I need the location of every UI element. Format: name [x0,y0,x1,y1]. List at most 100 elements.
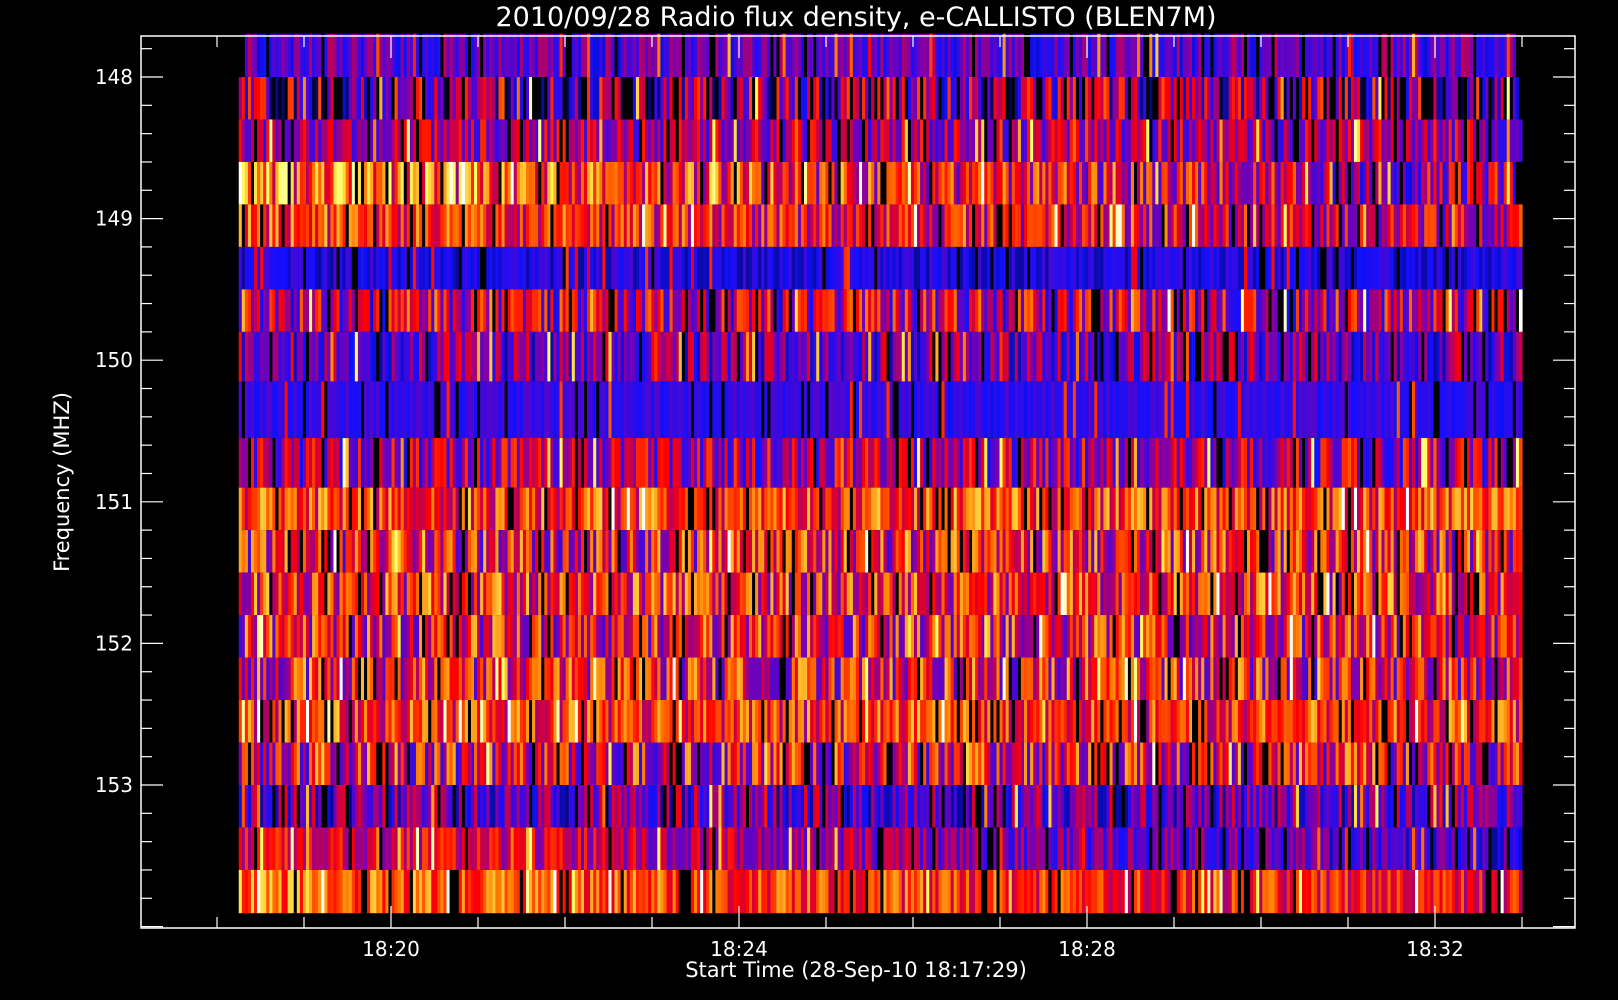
heatmap-cell [263,77,267,120]
heatmap-cell [923,530,927,573]
heatmap-cell [1412,204,1416,247]
heatmap-cell [1408,331,1413,382]
heatmap-cell [797,161,802,205]
heatmap-cell [449,487,454,531]
heatmap-cell [1228,381,1233,439]
heatmap-cell [929,530,933,573]
heatmap-cell [501,487,506,531]
heatmap-cell [556,33,561,77]
heatmap-cell [406,289,411,332]
heatmap-cell [1020,33,1025,77]
heatmap-cell [855,530,860,573]
heatmap-cell [620,119,625,162]
heatmap-cell [745,381,750,439]
heatmap-cell [1518,77,1523,120]
heatmap-cell [1436,246,1441,290]
heatmap-cell [501,438,506,488]
heatmap-cell [1185,438,1190,488]
heatmap-cell [910,438,915,488]
heatmap-cell [816,77,820,120]
heatmap-cell [431,530,435,573]
heatmap-cell [1262,204,1266,247]
heatmap-cell [770,530,775,573]
heatmap-cell [975,119,979,162]
heatmap-cell [324,530,328,573]
heatmap-cell [1396,381,1401,439]
heatmap-cell [425,161,429,205]
heatmap-cell [1127,381,1132,439]
heatmap-cell [883,33,888,77]
heatmap-cell [1130,119,1135,162]
heatmap-cell [507,438,512,488]
heatmap-cell [1030,119,1034,162]
heatmap-cell [855,119,860,162]
heatmap-cell [1170,119,1175,162]
heatmap-cell [1512,381,1517,439]
heatmap-cell [1402,331,1407,382]
heatmap-cell [1054,438,1059,488]
heatmap-cell [690,161,695,205]
heatmap-cell [1060,530,1065,573]
heatmap-cell [1311,289,1315,332]
heatmap-cell [611,161,616,205]
heatmap-cell [587,161,591,205]
heatmap-cell [987,331,991,382]
heatmap-cell [257,487,261,531]
heatmap-cell [360,77,365,120]
heatmap-cell [654,77,658,120]
heatmap-cell [953,77,958,120]
heatmap-cell [742,119,747,162]
heatmap-cell [364,204,368,247]
heatmap-cell [1363,289,1367,332]
heatmap-cell [553,161,558,205]
heatmap-cell [305,331,310,382]
heatmap-cell [403,381,408,439]
heatmap-cell [1298,246,1303,290]
heatmap-cell [632,331,637,382]
heatmap-cell [1473,204,1477,247]
heatmap-cell [1247,204,1251,247]
heatmap-cell [428,530,432,573]
heatmap-cell [855,331,860,382]
heatmap-cell [1518,246,1523,290]
heatmap-cell [275,530,280,573]
heatmap-cell [257,119,261,162]
heatmap-cell [290,204,295,247]
heatmap-cell [822,161,826,205]
heatmap-cell [840,530,845,573]
heatmap-cell [1060,119,1065,162]
heatmap-cell [1112,119,1117,162]
heatmap-cell [425,530,429,573]
heatmap-cell [1066,246,1071,290]
heatmap-cell [1140,289,1144,332]
heatmap-cell [559,487,564,531]
heatmap-cell [776,438,781,488]
heatmap-cell [1302,530,1306,573]
heatmap-cell [709,381,713,439]
heatmap-cell [672,438,677,488]
heatmap-cell [855,77,860,120]
heatmap-cell [318,381,322,439]
heatmap-cell [348,381,353,439]
heatmap-cell [669,381,674,439]
heatmap-cell [1363,204,1367,247]
heatmap-cell [599,119,603,162]
heatmap-cell [452,33,457,77]
heatmap-cell [1109,530,1114,573]
heatmap-cell [819,161,823,205]
heatmap-cell [1332,119,1337,162]
heatmap-cell [535,33,539,77]
heatmap-cell [1256,161,1260,205]
heatmap-cell [538,438,542,488]
heatmap-cell [1137,246,1141,290]
heatmap-cell [996,530,1001,573]
heatmap-cell [736,204,741,247]
heatmap-cell [1408,204,1413,247]
heatmap-cell [1305,530,1309,573]
heatmap-cell [1198,381,1202,439]
heatmap-cell [642,289,646,332]
heatmap-cell [651,246,655,290]
heatmap-cell [260,438,264,488]
heatmap-cell [1204,381,1208,439]
heatmap-cell [385,438,390,488]
